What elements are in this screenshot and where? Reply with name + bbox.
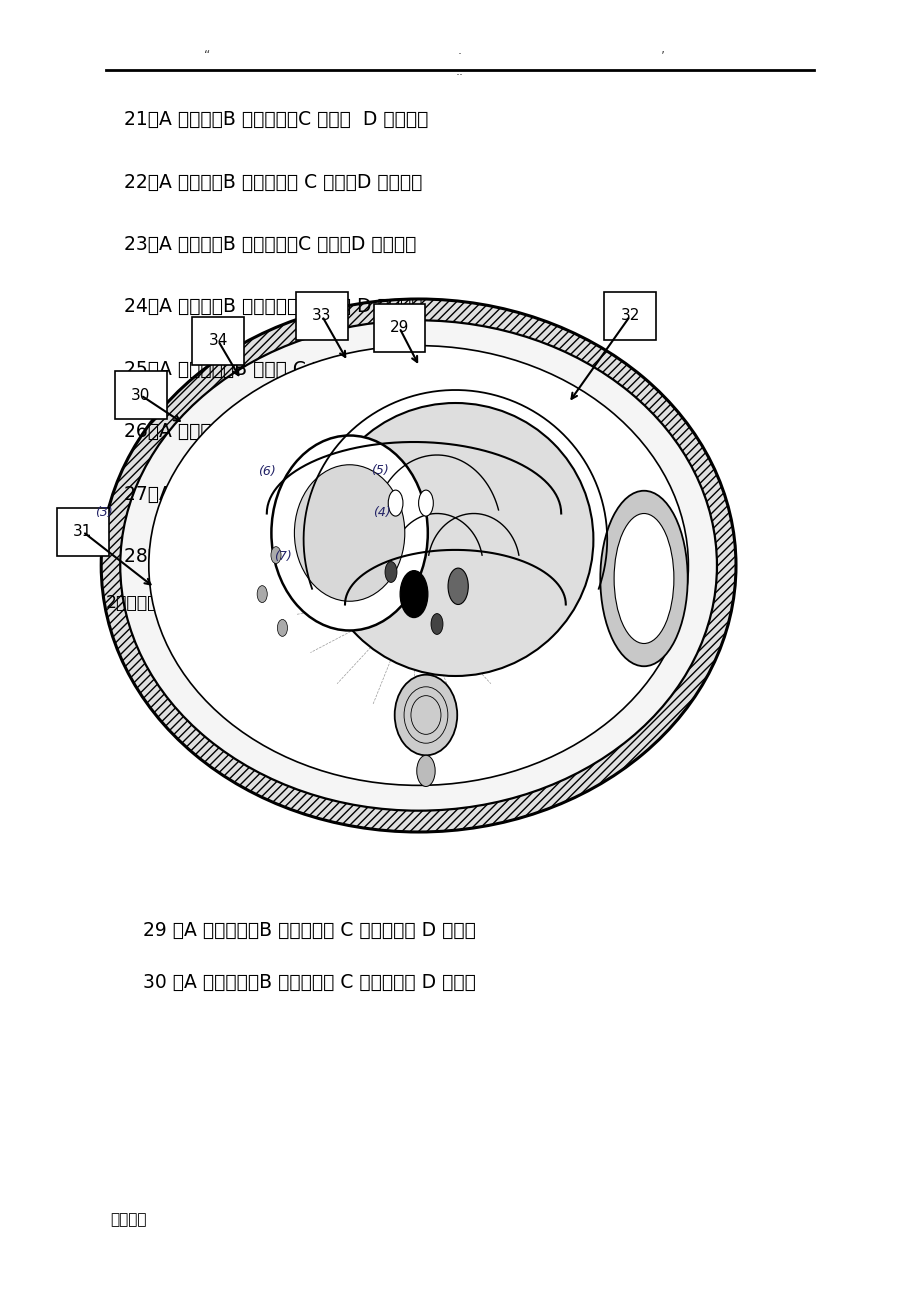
Ellipse shape xyxy=(599,490,687,667)
Text: (5): (5) xyxy=(370,464,389,477)
Ellipse shape xyxy=(385,562,397,582)
Ellipse shape xyxy=(149,346,687,785)
Text: 2、腹部横断面：: 2、腹部横断面： xyxy=(106,594,189,612)
Ellipse shape xyxy=(101,299,735,832)
FancyBboxPatch shape xyxy=(604,291,655,339)
Ellipse shape xyxy=(294,465,404,601)
Ellipse shape xyxy=(317,403,593,676)
FancyBboxPatch shape xyxy=(115,372,166,419)
Ellipse shape xyxy=(416,755,435,786)
Text: 23、A 额上回、B 肼胝体膜、C 穹稿、D 背侧丘脑: 23、A 额上回、B 肼胝体膜、C 穹稿、D 背侧丘脑 xyxy=(124,235,416,254)
Text: 34: 34 xyxy=(208,333,228,348)
FancyBboxPatch shape xyxy=(57,507,108,556)
Text: (3): (3) xyxy=(95,506,113,519)
Text: 24、A 额上回、B 肼胝体膜、C 穹稿、 D 背侧丘脑: 24、A 额上回、B 肼胝体膜、C 穹稿、 D 背侧丘脑 xyxy=(124,298,422,316)
Text: 30: 30 xyxy=(130,387,151,403)
Ellipse shape xyxy=(418,490,433,516)
Text: ·: · xyxy=(458,48,461,61)
Text: 21、A 额上回、B 肼胝体膜、C 穹稿、  D 背侧丘脑: 21、A 额上回、B 肼胝体膜、C 穹稿、 D 背侧丘脑 xyxy=(124,111,428,129)
FancyBboxPatch shape xyxy=(296,291,347,339)
Ellipse shape xyxy=(400,571,427,618)
Text: 29: 29 xyxy=(389,320,409,335)
Text: (4): (4) xyxy=(372,506,391,519)
Text: ··: ·· xyxy=(456,69,463,82)
FancyBboxPatch shape xyxy=(373,303,425,351)
Text: (6): (6) xyxy=(257,465,276,478)
Text: 28、A 第三脑室、B 枸叶、 C 小脑幕  D、内囊: 28、A 第三脑室、B 枸叶、 C 小脑幕 D、内囊 xyxy=(124,547,405,566)
Ellipse shape xyxy=(394,675,457,755)
Ellipse shape xyxy=(257,586,267,603)
Ellipse shape xyxy=(614,514,673,644)
Ellipse shape xyxy=(278,620,288,637)
Text: 29 、A 肝左静脉、B 肝中静脉、 C 肝右静脉、 D 肝左叶: 29 、A 肝左静脉、B 肝中静脉、 C 肝右静脉、 D 肝左叶 xyxy=(142,922,475,940)
Ellipse shape xyxy=(120,320,716,811)
Text: “: “ xyxy=(204,49,210,62)
Ellipse shape xyxy=(271,436,427,630)
Text: ’: ’ xyxy=(660,49,664,62)
Ellipse shape xyxy=(431,614,443,634)
Text: (7): (7) xyxy=(274,550,292,563)
Text: 31: 31 xyxy=(73,524,93,539)
Text: 学习参考: 学习参考 xyxy=(110,1212,147,1227)
Text: 27、A 第三脑室、B 枸叶、 C 小脑幕  D、穹稿: 27、A 第三脑室、B 枸叶、 C 小脑幕 D、穹稿 xyxy=(124,485,405,503)
Ellipse shape xyxy=(271,546,281,564)
Ellipse shape xyxy=(388,490,403,516)
Ellipse shape xyxy=(448,568,468,604)
Text: 26、A 第三脑室、B 枸叶、 C 小脑幕  D、穹稿: 26、A 第三脑室、B 枸叶、 C 小脑幕 D、穹稿 xyxy=(124,422,405,441)
Text: 32: 32 xyxy=(619,308,640,324)
Text: 30 、A 肝左静脉、B 肝中静脉、 C 肝右静脉、 D 肝左叶: 30 、A 肝左静脉、B 肝中静脉、 C 肝右静脉、 D 肝左叶 xyxy=(142,974,475,992)
Text: 25、A 第三脑室、B 枸叶、 C 小脑幕  D、穹稿: 25、A 第三脑室、B 枸叶、 C 小脑幕 D、穹稿 xyxy=(124,360,405,378)
Text: 22、A 额上回、B 肼胝体膜、 C 穹稿、D 背侧丘脑: 22、A 额上回、B 肼胝体膜、 C 穹稿、D 背侧丘脑 xyxy=(124,173,422,191)
FancyBboxPatch shape xyxy=(192,316,244,364)
Text: 33: 33 xyxy=(312,308,332,324)
